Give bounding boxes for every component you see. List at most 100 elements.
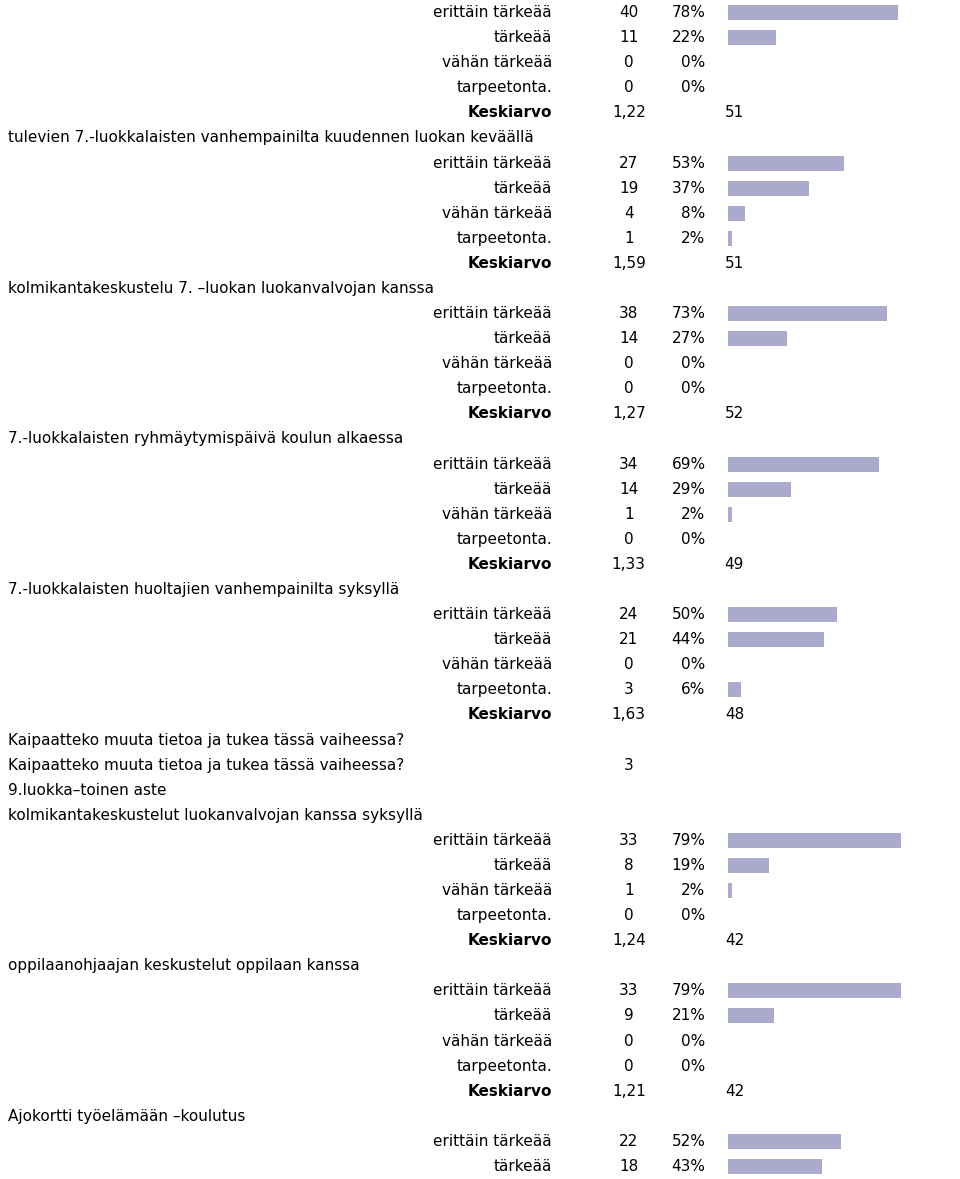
Text: 2%: 2% — [682, 883, 706, 898]
Text: 21: 21 — [619, 632, 638, 647]
Text: 52: 52 — [725, 407, 744, 421]
Text: 0: 0 — [624, 532, 634, 547]
Text: 0%: 0% — [682, 356, 706, 371]
Text: 27: 27 — [619, 156, 638, 171]
Text: 9.luokka–toinen aste: 9.luokka–toinen aste — [8, 783, 166, 798]
Bar — [728, 205, 745, 220]
Text: tarpeetonta.: tarpeetonta. — [456, 683, 552, 697]
Bar — [728, 307, 887, 321]
Text: Kaipaatteko muuta tietoa ja tukea tässä vaiheessa?: Kaipaatteko muuta tietoa ja tukea tässä … — [8, 732, 404, 747]
Text: tarpeetonta.: tarpeetonta. — [456, 381, 552, 396]
Text: Keskiarvo: Keskiarvo — [468, 407, 552, 421]
Text: 27%: 27% — [672, 331, 706, 347]
Text: 33: 33 — [619, 832, 638, 848]
Text: 4: 4 — [624, 205, 634, 220]
Text: 69%: 69% — [671, 456, 706, 472]
Text: Kaipaatteko muuta tietoa ja tukea tässä vaiheessa?: Kaipaatteko muuta tietoa ja tukea tässä … — [8, 758, 404, 772]
Text: 24: 24 — [619, 607, 638, 623]
Text: 0: 0 — [624, 55, 634, 71]
Text: 53%: 53% — [672, 156, 706, 171]
Text: 1: 1 — [624, 231, 634, 245]
Text: 7.-luokkalaisten huoltajien vanhempainilta syksyllä: 7.-luokkalaisten huoltajien vanhempainil… — [8, 582, 399, 597]
Text: 40: 40 — [619, 5, 638, 20]
Text: tulevien 7.-luokkalaisten vanhempainilta kuudennen luokan keväällä: tulevien 7.-luokkalaisten vanhempainilta… — [8, 131, 534, 145]
Text: vähän tärkeää: vähän tärkeää — [442, 55, 552, 71]
Text: vähän tärkeää: vähän tärkeää — [442, 883, 552, 898]
Bar — [728, 180, 808, 196]
Text: tarpeetonta.: tarpeetonta. — [456, 231, 552, 245]
Text: 43%: 43% — [672, 1159, 706, 1174]
Bar — [728, 5, 899, 20]
Text: erittäin tärkeää: erittäin tärkeää — [433, 307, 552, 321]
Text: vähän tärkeää: vähän tärkeää — [442, 657, 552, 672]
Text: erittäin tärkeää: erittäin tärkeää — [433, 607, 552, 623]
Text: erittäin tärkeää: erittäin tärkeää — [433, 156, 552, 171]
Text: tärkeää: tärkeää — [493, 331, 552, 347]
Text: 0%: 0% — [682, 532, 706, 547]
Text: vähän tärkeää: vähän tärkeää — [442, 507, 552, 522]
Text: Keskiarvo: Keskiarvo — [468, 1084, 552, 1099]
Text: 2%: 2% — [682, 507, 706, 522]
Text: tärkeää: tärkeää — [493, 31, 552, 45]
Text: 0%: 0% — [682, 657, 706, 672]
Text: 0%: 0% — [682, 381, 706, 396]
Text: 51: 51 — [725, 256, 744, 271]
Text: tarpeetonta.: tarpeetonta. — [456, 80, 552, 95]
Text: erittäin tärkeää: erittäin tärkeää — [433, 5, 552, 20]
Text: vähän tärkeää: vähän tärkeää — [442, 1034, 552, 1048]
Text: tärkeää: tärkeää — [493, 1008, 552, 1023]
Bar — [728, 507, 732, 522]
Text: 0: 0 — [624, 657, 634, 672]
Text: erittäin tärkeää: erittäin tärkeää — [433, 456, 552, 472]
Text: 22: 22 — [619, 1134, 638, 1148]
Text: Keskiarvo: Keskiarvo — [468, 556, 552, 572]
Text: Keskiarvo: Keskiarvo — [468, 105, 552, 120]
Text: 79%: 79% — [672, 983, 706, 999]
Text: 18: 18 — [619, 1159, 638, 1174]
Text: oppilaanohjaajan keskustelut oppilaan kanssa: oppilaanohjaajan keskustelut oppilaan ka… — [8, 959, 359, 974]
Text: 1,27: 1,27 — [612, 407, 646, 421]
Text: tarpeetonta.: tarpeetonta. — [456, 532, 552, 547]
Text: 37%: 37% — [672, 180, 706, 196]
Text: 8%: 8% — [682, 205, 706, 220]
Text: 3: 3 — [624, 758, 634, 772]
Text: Keskiarvo: Keskiarvo — [468, 707, 552, 723]
Text: 1,21: 1,21 — [612, 1084, 646, 1099]
Text: 50%: 50% — [672, 607, 706, 623]
Text: 11: 11 — [619, 31, 638, 45]
Text: 0: 0 — [624, 381, 634, 396]
Text: 21%: 21% — [672, 1008, 706, 1023]
Text: 1,22: 1,22 — [612, 105, 646, 120]
Text: 79%: 79% — [672, 832, 706, 848]
Text: kolmikantakeskustelut luokanvalvojan kanssa syksyllä: kolmikantakeskustelut luokanvalvojan kan… — [8, 808, 422, 823]
Text: 0: 0 — [624, 80, 634, 95]
Text: tärkeää: tärkeää — [493, 180, 552, 196]
Text: tärkeää: tärkeää — [493, 482, 552, 496]
Text: 38: 38 — [619, 307, 638, 321]
Text: 7.-luokkalaisten ryhmäytymispäivä koulun alkaessa: 7.-luokkalaisten ryhmäytymispäivä koulun… — [8, 432, 403, 447]
Text: vähän tärkeää: vähän tärkeää — [442, 205, 552, 220]
Bar — [728, 156, 844, 171]
Bar — [728, 858, 769, 872]
Text: 0%: 0% — [682, 55, 706, 71]
Text: tärkeää: tärkeää — [493, 1159, 552, 1174]
Text: 52%: 52% — [672, 1134, 706, 1148]
Text: 78%: 78% — [672, 5, 706, 20]
Bar — [728, 683, 741, 697]
Text: 42: 42 — [725, 1084, 744, 1099]
Bar — [728, 883, 732, 898]
Text: 0: 0 — [624, 356, 634, 371]
Text: erittäin tärkeää: erittäin tärkeää — [433, 1134, 552, 1148]
Text: erittäin tärkeää: erittäin tärkeää — [433, 832, 552, 848]
Text: erittäin tärkeää: erittäin tärkeää — [433, 983, 552, 999]
Text: 1: 1 — [624, 507, 634, 522]
Text: 14: 14 — [619, 482, 638, 496]
Text: tarpeetonta.: tarpeetonta. — [456, 908, 552, 923]
Text: 1,63: 1,63 — [612, 707, 646, 723]
Bar — [728, 331, 787, 347]
Text: 0%: 0% — [682, 80, 706, 95]
Bar — [728, 1159, 822, 1174]
Text: kolmikantakeskustelu 7. –luokan luokanvalvojan kanssa: kolmikantakeskustelu 7. –luokan luokanva… — [8, 281, 434, 296]
Text: vähän tärkeää: vähän tärkeää — [442, 356, 552, 371]
Text: 1,33: 1,33 — [612, 556, 646, 572]
